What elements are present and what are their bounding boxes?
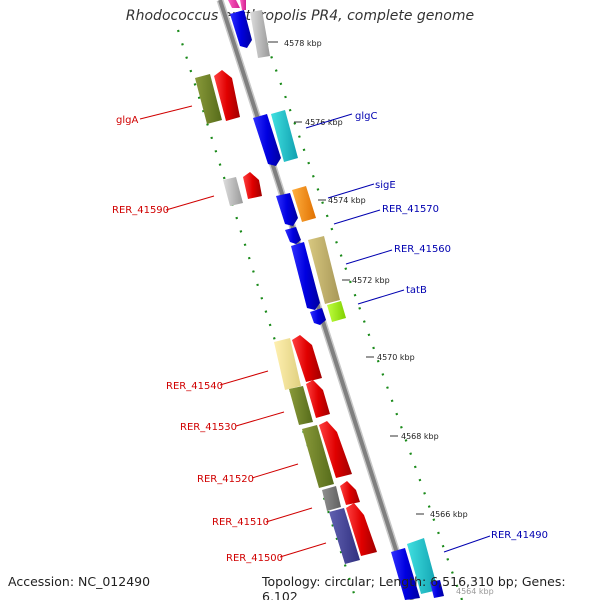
- tick-label: 4574 kbp: [328, 196, 366, 205]
- gene-feature[interactable]: [240, 0, 246, 10]
- tick-label: 4572 kbp: [352, 276, 390, 285]
- gene-label-right[interactable]: RER_41560: [394, 244, 451, 255]
- gene-feature[interactable]: [291, 242, 320, 310]
- tick-label: 4570 kbp: [377, 353, 415, 362]
- gene-feature[interactable]: [430, 580, 444, 598]
- gene-label-left[interactable]: RER_41500: [226, 553, 283, 564]
- gene-label-left[interactable]: RER_41510: [212, 517, 269, 528]
- gene-feature[interactable]: [407, 538, 438, 594]
- tick-label: 4568 kbp: [401, 432, 439, 441]
- gene-label-left[interactable]: RER_41540: [166, 381, 223, 392]
- outer-dotted-track: [176, 29, 358, 600]
- gene-label-left[interactable]: glgA: [116, 115, 138, 126]
- tick-label: 4566 kbp: [430, 510, 468, 519]
- gene-label-left[interactable]: RER_41530: [180, 422, 237, 433]
- gene-feature[interactable]: [308, 236, 340, 304]
- gene-feature[interactable]: [223, 177, 243, 206]
- gene-feature[interactable]: [289, 386, 313, 425]
- gene-feature[interactable]: [230, 10, 252, 48]
- reverse-strand-genes: [230, 0, 444, 600]
- gene-feature[interactable]: [329, 508, 360, 564]
- gene-label-right[interactable]: sigE: [375, 180, 396, 191]
- gene-feature[interactable]: [274, 338, 301, 390]
- gene-feature[interactable]: [319, 421, 352, 478]
- gene-feature[interactable]: [322, 486, 341, 511]
- gene-label-right[interactable]: RER_41570: [382, 204, 439, 215]
- gene-feature[interactable]: [276, 193, 298, 226]
- gene-feature[interactable]: [327, 301, 346, 322]
- gene-feature[interactable]: [302, 425, 334, 488]
- gene-feature[interactable]: [243, 172, 262, 199]
- gene-label-left[interactable]: RER_41590: [112, 205, 169, 216]
- gene-feature[interactable]: [292, 335, 322, 382]
- gene-label-left[interactable]: RER_41520: [197, 474, 254, 485]
- gene-feature[interactable]: [306, 380, 330, 418]
- gene-feature[interactable]: [310, 308, 326, 325]
- gene-feature[interactable]: [214, 70, 240, 121]
- tick-label: 4564 kbp: [456, 587, 494, 596]
- gene-label-right[interactable]: glgC: [355, 111, 377, 122]
- page-title: Rhodococcus erythropolis PR4, complete g…: [125, 8, 475, 24]
- accession-text: Accession: NC_012490: [8, 574, 151, 589]
- gene-feature[interactable]: [340, 481, 360, 505]
- gene-feature[interactable]: [292, 186, 316, 222]
- gene-feature[interactable]: [250, 10, 270, 58]
- gene-feature[interactable]: [346, 503, 377, 556]
- topology-text: Topology: circular; Length: 6,516,310 bp…: [262, 574, 566, 600]
- gene-feature[interactable]: [391, 548, 420, 600]
- gene-feature[interactable]: [253, 114, 281, 166]
- gene-feature[interactable]: [195, 74, 222, 124]
- gene-feature[interactable]: [271, 110, 298, 162]
- gene-label-right[interactable]: RER_41490: [491, 530, 548, 541]
- gene-feature[interactable]: [285, 227, 301, 244]
- scale-ticks: [268, 41, 424, 515]
- left-label-leaders: [139, 105, 327, 558]
- forward-strand-genes: [195, 0, 377, 564]
- tick-label: 4578 kbp: [284, 39, 322, 48]
- gene-label-right[interactable]: tatB: [406, 285, 427, 296]
- gene-feature[interactable]: [228, 0, 240, 8]
- right-label-leaders: [305, 113, 491, 553]
